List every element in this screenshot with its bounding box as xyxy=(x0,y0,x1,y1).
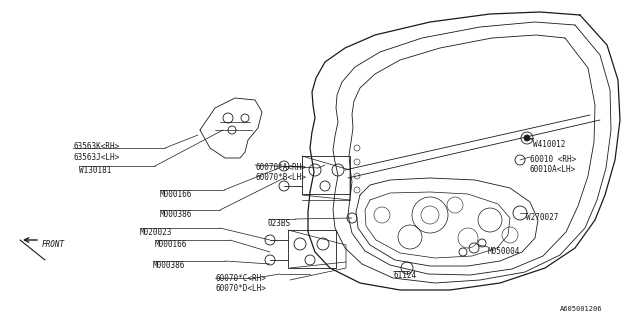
Text: 60010A<LH>: 60010A<LH> xyxy=(530,165,576,174)
Text: 023BS: 023BS xyxy=(268,219,291,228)
Text: A605001206: A605001206 xyxy=(560,306,602,312)
Text: M000386: M000386 xyxy=(153,261,186,270)
Text: M020023: M020023 xyxy=(140,228,172,237)
Text: M000386: M000386 xyxy=(160,210,193,219)
Text: 63563K<RH>: 63563K<RH> xyxy=(73,142,119,151)
Text: 60070*A<RH>: 60070*A<RH> xyxy=(255,163,306,172)
Text: 60070*D<LH>: 60070*D<LH> xyxy=(215,284,266,293)
Text: 60070*C<RH>: 60070*C<RH> xyxy=(215,274,266,283)
Text: W130181: W130181 xyxy=(79,166,111,175)
Text: M000166: M000166 xyxy=(155,240,188,249)
Bar xyxy=(288,230,336,268)
Text: W410012: W410012 xyxy=(533,140,565,149)
Text: M000166: M000166 xyxy=(160,190,193,199)
Text: 60010 <RH>: 60010 <RH> xyxy=(530,155,576,164)
Text: W270027: W270027 xyxy=(526,213,558,222)
Text: FRONT: FRONT xyxy=(42,240,65,249)
Bar xyxy=(302,156,350,194)
Text: M050004: M050004 xyxy=(488,247,520,256)
Text: 60070*B<LH>: 60070*B<LH> xyxy=(255,173,306,182)
Text: 61124: 61124 xyxy=(393,271,416,280)
Circle shape xyxy=(524,135,530,141)
Text: 63563J<LH>: 63563J<LH> xyxy=(73,153,119,162)
